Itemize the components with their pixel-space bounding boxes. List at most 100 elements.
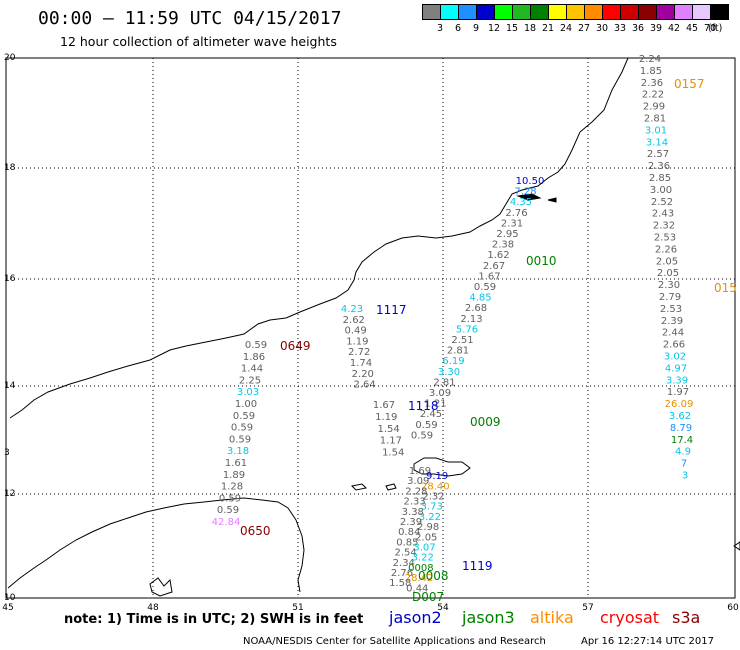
track-value-label: 1.89	[223, 470, 245, 481]
track-time-label: 015	[714, 281, 737, 295]
track-value-label: 2.81	[644, 114, 666, 125]
track-value-label: 2.72	[348, 347, 370, 358]
track-value-label: 2.24	[639, 54, 661, 65]
lon-tick-label: 60	[727, 603, 739, 613]
legend-label: 39	[649, 23, 663, 34]
lat-tick-label: 14	[4, 381, 16, 391]
generated-timestamp: Apr 16 12:27:14 UTC 2017	[581, 636, 714, 647]
track-value-label: 2.26	[655, 244, 677, 255]
track-value-label: 4.97	[665, 363, 687, 374]
track-value-label: 0.59	[229, 434, 251, 445]
color-legend: 3 6 9 12 15 18 21 24 27 30 33 36 39 42 45 70 (ft)	[422, 4, 734, 38]
track-value-label: 1.17	[380, 436, 402, 447]
lat-side-label: 3	[4, 448, 10, 458]
lat-tick-label: 12	[4, 489, 15, 499]
legend-label: 6	[454, 23, 462, 34]
satellite-s3a: s3a	[672, 608, 701, 627]
track-value-label: 2.34	[393, 558, 415, 569]
track-value-label: 8.79	[670, 423, 692, 434]
track-time-label: 1119	[462, 559, 493, 573]
track-value-label: 2.51	[451, 335, 473, 346]
track-value-label: 2.43	[652, 209, 674, 220]
track-time-label: 0650	[240, 524, 271, 538]
coastline-fragment	[733, 541, 740, 551]
lat-tick-label: 16	[4, 274, 16, 284]
track-value-label: 3	[682, 471, 688, 482]
island-small	[385, 483, 397, 491]
track-value-label: 0008	[408, 563, 433, 574]
track-value-label: 2.76	[505, 208, 527, 219]
track-value-label: 0.49	[344, 326, 366, 337]
track-value-label: 3.22	[412, 553, 434, 564]
track-value-label: 2.52	[651, 197, 673, 208]
track-value-label: 6.19	[442, 356, 464, 367]
track-value-label: 0.59	[245, 340, 267, 351]
track-time-label: 1117	[376, 303, 407, 317]
satellite-altika: altika	[530, 608, 574, 627]
track-value-label: 2.67	[483, 261, 505, 272]
legend-unit: (ft)	[708, 23, 723, 34]
track-value-label: 1.74	[350, 358, 372, 369]
track-value-label: 3.02	[664, 352, 686, 363]
coastline-arabia	[9, 57, 629, 419]
track-value-label: 1.44	[241, 364, 263, 375]
track-value-label: 2.99	[643, 102, 665, 113]
track-value-label: 3.39	[666, 375, 688, 386]
track-time-label: 0009	[470, 415, 501, 429]
legend-label: 33	[613, 23, 627, 34]
legend-label: 27	[577, 23, 591, 34]
map-title: 00:00 – 11:59 UTC 04/15/2017	[38, 8, 342, 29]
track-value-label: 1.58	[389, 578, 411, 589]
track-value-label: 1.85	[640, 66, 662, 77]
track-value-label: 3.38	[402, 507, 424, 518]
track-value-label: 2.81	[433, 377, 455, 388]
lon-tick-label: 45	[2, 603, 13, 613]
track-value-label: 7	[681, 459, 687, 470]
track-value-label: 4.35	[510, 197, 532, 208]
coastal-rocks	[149, 577, 173, 597]
map-frame	[5, 57, 736, 599]
track-value-label: 1.97	[667, 387, 689, 398]
track-time-label: 0157	[674, 77, 705, 91]
satellite-jason2: jason2	[389, 608, 442, 627]
track-value-label: 2.66	[663, 340, 685, 351]
track-value-label: 2.81	[447, 346, 469, 357]
track-value-label: 2.95	[496, 229, 518, 240]
track-value-label: 0.85	[396, 537, 418, 548]
track-value-label: 3.18	[227, 446, 249, 457]
legend-label: 36	[631, 23, 645, 34]
track-value-label: 2.31	[501, 218, 523, 229]
track-value-label: 1.19	[375, 412, 397, 423]
track-value-label: 1.69	[409, 466, 431, 477]
track-value-label: 0.84	[398, 527, 420, 538]
lon-tick-label: 51	[292, 603, 303, 613]
lon-tick-label: 57	[582, 603, 593, 613]
track-value-label: 2.85	[649, 173, 671, 184]
track-value-label: 2.36	[648, 161, 670, 172]
lon-tick-label: 54	[437, 603, 449, 613]
track-value-label: 0.44	[406, 583, 428, 594]
legend-label: 3	[436, 23, 444, 34]
track-value-label: 5.76	[456, 324, 478, 335]
legend-label: 12	[487, 23, 501, 34]
legend-label: 15	[505, 23, 519, 34]
track-value-label: 4.23	[341, 304, 363, 315]
track-value-label: 7.28	[514, 187, 536, 198]
track-value-label: 2.05	[415, 532, 437, 543]
track-value-label: 42.84	[212, 517, 241, 528]
track-value-label: 3.09	[429, 388, 451, 399]
track-value-label: 0.59	[474, 282, 496, 293]
track-value-label: 2.44	[662, 328, 684, 339]
track-time-label: 0010	[526, 254, 557, 268]
track-value-label: 3.07	[413, 543, 435, 554]
track-value-label: 3.09	[407, 476, 429, 487]
track-value-label: 1.86	[243, 352, 265, 363]
island-kuria-muria	[547, 197, 557, 203]
track-value-label: 2.39	[400, 517, 422, 528]
track-value-label: 0.59	[411, 430, 433, 441]
track-value-label: 2.05	[657, 268, 679, 279]
track-value-label: 1.54	[382, 448, 404, 459]
track-value-label: 2.57	[647, 149, 669, 160]
legend-label: 24	[559, 23, 573, 34]
